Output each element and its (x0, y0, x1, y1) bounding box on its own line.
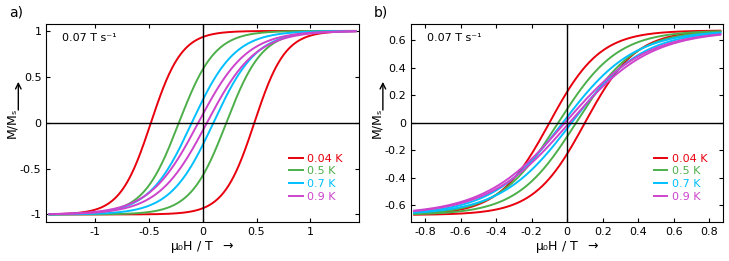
Text: 0.07 T s⁻¹: 0.07 T s⁻¹ (62, 33, 117, 44)
Text: 0.07 T s⁻¹: 0.07 T s⁻¹ (426, 33, 481, 44)
X-axis label: μ₀H / T  $\rightarrow$: μ₀H / T $\rightarrow$ (171, 239, 235, 256)
Legend: 0.04 K, 0.5 K, 0.7 K, 0.9 K: 0.04 K, 0.5 K, 0.7 K, 0.9 K (285, 149, 347, 206)
Text: a): a) (9, 5, 23, 20)
Y-axis label: M/Mₛ: M/Mₛ (370, 108, 383, 138)
Y-axis label: M/Mₛ: M/Mₛ (6, 108, 18, 138)
Text: b): b) (373, 5, 388, 20)
Legend: 0.04 K, 0.5 K, 0.7 K, 0.9 K: 0.04 K, 0.5 K, 0.7 K, 0.9 K (650, 149, 712, 206)
X-axis label: μ₀H / T  $\rightarrow$: μ₀H / T $\rightarrow$ (535, 239, 599, 256)
